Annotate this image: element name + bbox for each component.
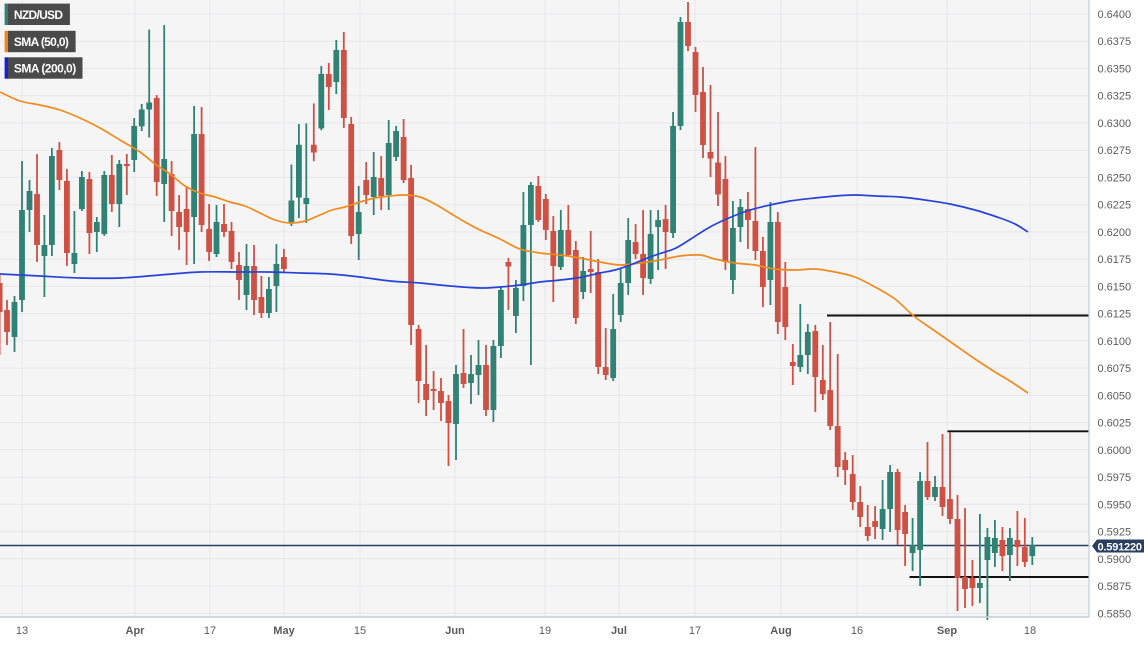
svg-text:Sep: Sep	[937, 625, 957, 637]
svg-text:18: 18	[1024, 625, 1036, 637]
svg-text:SMA (50,0): SMA (50,0)	[14, 35, 69, 49]
svg-text:0.6250: 0.6250	[1098, 172, 1132, 184]
svg-text:0.5950: 0.5950	[1098, 499, 1132, 511]
svg-text:0.6175: 0.6175	[1098, 254, 1132, 266]
svg-text:17: 17	[204, 625, 216, 637]
svg-text:Apr: Apr	[126, 625, 146, 637]
svg-text:0.6275: 0.6275	[1098, 145, 1132, 157]
svg-text:0.5975: 0.5975	[1098, 472, 1132, 484]
svg-text:0.6125: 0.6125	[1098, 309, 1132, 321]
svg-text:SMA (200,0): SMA (200,0)	[14, 62, 76, 76]
svg-text:Jun: Jun	[445, 625, 465, 637]
svg-text:NZD/USD: NZD/USD	[14, 8, 63, 22]
svg-text:17: 17	[689, 625, 701, 637]
svg-text:0.6050: 0.6050	[1098, 390, 1132, 402]
svg-text:0.5850: 0.5850	[1098, 608, 1132, 620]
svg-text:0.6150: 0.6150	[1098, 281, 1132, 293]
svg-text:0.6000: 0.6000	[1098, 445, 1132, 457]
svg-text:13: 13	[16, 625, 28, 637]
svg-text:15: 15	[354, 625, 366, 637]
svg-text:0.6300: 0.6300	[1098, 118, 1132, 130]
svg-text:Jul: Jul	[611, 625, 627, 637]
svg-text:0.6100: 0.6100	[1098, 336, 1132, 348]
svg-text:0.6200: 0.6200	[1098, 227, 1132, 239]
svg-text:May: May	[273, 625, 295, 637]
svg-text:0.5875: 0.5875	[1098, 581, 1132, 593]
svg-text:0.5900: 0.5900	[1098, 554, 1132, 566]
svg-text:0.6225: 0.6225	[1098, 200, 1132, 212]
svg-text:19: 19	[539, 625, 551, 637]
svg-text:0.591220: 0.591220	[1098, 542, 1143, 554]
svg-text:Aug: Aug	[770, 625, 791, 637]
svg-text:0.6400: 0.6400	[1098, 9, 1132, 21]
svg-text:0.6325: 0.6325	[1098, 91, 1132, 103]
svg-text:16: 16	[851, 625, 863, 637]
svg-text:0.6025: 0.6025	[1098, 418, 1132, 430]
svg-text:0.6350: 0.6350	[1098, 64, 1132, 76]
svg-text:0.6075: 0.6075	[1098, 363, 1132, 375]
svg-text:0.6375: 0.6375	[1098, 36, 1132, 48]
svg-text:0.5925: 0.5925	[1098, 527, 1132, 539]
